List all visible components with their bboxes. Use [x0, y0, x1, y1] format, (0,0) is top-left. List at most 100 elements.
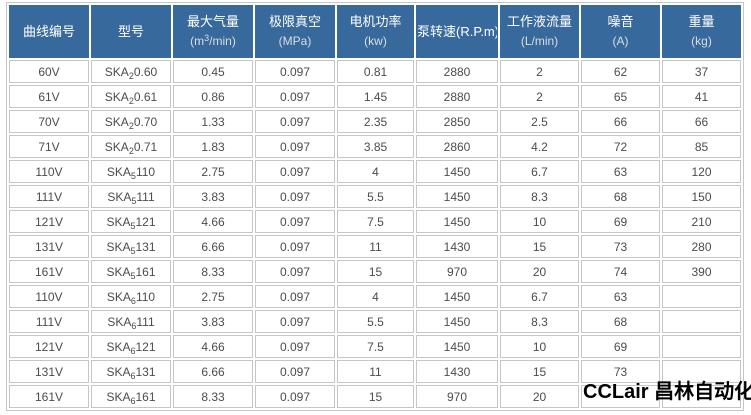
curve-number-cell: 161V — [9, 260, 89, 283]
weight-cell: 280 — [662, 235, 741, 258]
max-air-volume-cell: 4.66 — [173, 210, 253, 233]
model-cell: SKA5121 — [91, 210, 171, 233]
pump-speed-cell: 1430 — [416, 235, 498, 258]
col-header-unit: (kw) — [364, 34, 387, 48]
motor-power-cell: 7.5 — [337, 335, 414, 358]
table-row: 71V SKA20.71 1.83 0.097 3.85 2860 4.2 72 85 — [9, 135, 741, 158]
ultimate-vacuum-cell: 0.097 — [255, 385, 335, 408]
curve-number-cell: 121V — [9, 210, 89, 233]
weight-cell: 41 — [662, 85, 741, 108]
ultimate-vacuum-cell: 0.097 — [255, 85, 335, 108]
col-header-unit: (MPa) — [278, 34, 312, 48]
noise-cell: 66 — [581, 110, 660, 133]
weight-cell — [662, 335, 741, 358]
col-header-label: 最大气量 — [186, 14, 239, 29]
noise-cell: 68 — [581, 310, 660, 333]
model-cell: SKA6110 — [91, 285, 171, 308]
motor-power-cell: 4 — [337, 285, 414, 308]
curve-number-cell: 60V — [9, 60, 89, 83]
max-air-volume-cell: 1.83 — [173, 135, 253, 158]
curve-number-cell: 70V — [9, 110, 89, 133]
pump-speed-cell: 2850 — [416, 110, 498, 133]
table-row: 70V SKA20.70 1.33 0.097 2.35 2850 2.5 66 66 — [9, 110, 741, 133]
col-header-label: 噪音 — [607, 14, 634, 29]
motor-power-cell: 5.5 — [337, 185, 414, 208]
model-cell: SKA5131 — [91, 235, 171, 258]
table-row: 121V SKA5121 4.66 0.097 7.5 1450 10 69 210 — [9, 210, 741, 233]
working-liquid-flow-cell: 2 — [500, 85, 579, 108]
motor-power-cell: 1.45 — [337, 85, 414, 108]
weight-cell: 210 — [662, 210, 741, 233]
weight-cell — [662, 360, 741, 383]
max-air-volume-cell: 6.66 — [173, 235, 253, 258]
pump-speed-cell: 1450 — [416, 335, 498, 358]
max-air-volume-cell: 1.33 — [173, 110, 253, 133]
working-liquid-flow-cell: 15 — [500, 235, 579, 258]
table-row: 61V SKA20.61 0.86 0.097 1.45 2880 2 65 41 — [9, 85, 741, 108]
ultimate-vacuum-cell: 0.097 — [255, 110, 335, 133]
max-air-volume-cell: 2.75 — [173, 285, 253, 308]
col-header-ultimate-vacuum: 极限真空 (MPa) — [255, 5, 335, 58]
max-air-volume-cell: 0.86 — [173, 85, 253, 108]
ultimate-vacuum-cell: 0.097 — [255, 60, 335, 83]
noise-cell: 73 — [581, 235, 660, 258]
noise-cell: 68 — [581, 185, 660, 208]
curve-number-cell: 111V — [9, 310, 89, 333]
motor-power-cell: 4 — [337, 160, 414, 183]
model-cell: SKA20.61 — [91, 85, 171, 108]
ultimate-vacuum-cell: 0.097 — [255, 210, 335, 233]
pump-speed-cell: 970 — [416, 260, 498, 283]
weight-cell: 150 — [662, 185, 741, 208]
working-liquid-flow-cell: 6.7 — [500, 160, 579, 183]
motor-power-cell: 15 — [337, 385, 414, 408]
col-header-pump-speed: 泵转速(R.P.m) — [416, 5, 498, 58]
ultimate-vacuum-cell: 0.097 — [255, 135, 335, 158]
model-cell: SKA20.70 — [91, 110, 171, 133]
pump-speed-cell: 2860 — [416, 135, 498, 158]
table-body: 60V SKA20.60 0.45 0.097 0.81 2880 2 62 37 61V SKA2… — [9, 60, 741, 408]
curve-number-cell: 161V — [9, 385, 89, 408]
ultimate-vacuum-cell: 0.097 — [255, 260, 335, 283]
noise-cell: 69 — [581, 210, 660, 233]
col-header-unit: (A) — [612, 34, 629, 48]
ultimate-vacuum-cell: 0.097 — [255, 335, 335, 358]
noise-cell: 62 — [581, 60, 660, 83]
table-row: 121V SKA6121 4.66 0.097 7.5 1450 10 69 — [9, 335, 741, 358]
model-cell: SKA20.71 — [91, 135, 171, 158]
pump-speed-cell: 1450 — [416, 160, 498, 183]
max-air-volume-cell: 8.33 — [173, 385, 253, 408]
working-liquid-flow-cell: 20 — [500, 260, 579, 283]
ultimate-vacuum-cell: 0.097 — [255, 360, 335, 383]
curve-number-cell: 71V — [9, 135, 89, 158]
motor-power-cell: 11 — [337, 360, 414, 383]
col-header-unit: (m3/min) — [190, 33, 236, 49]
curve-number-cell: 110V — [9, 160, 89, 183]
col-header-weight: 重量 (kg) — [662, 5, 741, 58]
noise-cell: 65 — [581, 85, 660, 108]
curve-number-cell: 111V — [9, 185, 89, 208]
pump-speed-cell: 970 — [416, 385, 498, 408]
curve-number-cell: 121V — [9, 335, 89, 358]
noise-cell: 63 — [581, 285, 660, 308]
noise-cell — [581, 385, 660, 408]
pump-speed-cell: 1450 — [416, 210, 498, 233]
ultimate-vacuum-cell: 0.097 — [255, 185, 335, 208]
col-header-label: 曲线编号 — [22, 24, 75, 39]
model-cell: SKA5110 — [91, 160, 171, 183]
max-air-volume-cell: 3.83 — [173, 185, 253, 208]
table-row: 111V SKA6111 3.83 0.097 5.5 1450 8.3 68 — [9, 310, 741, 333]
table-row: 110V SKA5110 2.75 0.097 4 1450 6.7 63 120 — [9, 160, 741, 183]
weight-cell — [662, 285, 741, 308]
working-liquid-flow-cell: 2.5 — [500, 110, 579, 133]
curve-number-cell: 131V — [9, 360, 89, 383]
col-header-unit: (L/min) — [520, 34, 559, 48]
weight-cell: 66 — [662, 110, 741, 133]
motor-power-cell: 11 — [337, 235, 414, 258]
table-row: 111V SKA5111 3.83 0.097 5.5 1450 8.3 68 150 — [9, 185, 741, 208]
pump-speed-cell: 1430 — [416, 360, 498, 383]
pump-speed-cell: 1450 — [416, 310, 498, 333]
curve-number-cell: 131V — [9, 235, 89, 258]
pump-speed-cell: 1450 — [416, 185, 498, 208]
col-header-label: 极限真空 — [268, 14, 321, 29]
